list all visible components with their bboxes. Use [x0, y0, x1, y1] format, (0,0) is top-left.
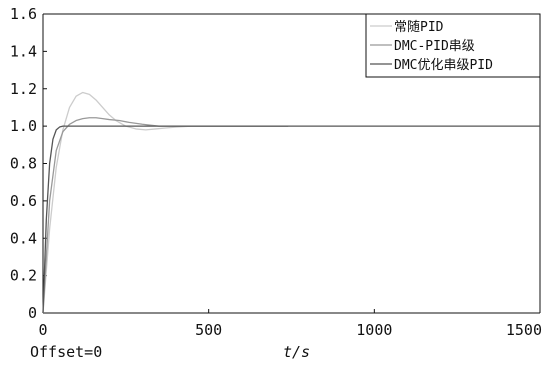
x-tick-label: 500 — [195, 321, 222, 339]
legend-label: 常随PID — [394, 20, 444, 35]
y-tick-label: 0 — [28, 304, 37, 322]
legend-entries: 常随PID DMC-PID串级 DMC优化串级PID — [370, 20, 493, 73]
series-line-2 — [42, 117, 289, 314]
y-tick-label: 1.2 — [10, 80, 37, 98]
y-tick-label: 0.2 — [10, 267, 37, 285]
x-axis-label: t/s — [283, 343, 310, 360]
y-tick-label: 1.4 — [10, 42, 37, 60]
series-lines — [42, 91, 540, 314]
y-tick-label: 0.6 — [10, 192, 37, 210]
ticks: 0 500 1000 1500 0 0.2 0.4 0.6 0.8 1.0 1.2 1.4 1.6 — [10, 5, 542, 339]
x-tick-label: 1500 — [506, 321, 542, 339]
offset-annotation: Offset=0 — [30, 343, 102, 360]
y-tick-label: 1.6 — [10, 5, 37, 23]
series-line-3 — [42, 125, 540, 314]
legend-label: DMC优化串级PID — [394, 58, 493, 73]
legend — [365, 13, 541, 78]
y-tick-label: 0.8 — [10, 155, 37, 173]
x-tick-label: 0 — [38, 321, 47, 339]
x-tick-label: 1000 — [356, 321, 392, 339]
y-tick-label: 0.4 — [10, 229, 37, 247]
legend-label: DMC-PID串级 — [394, 39, 475, 54]
y-tick-label: 1.0 — [10, 117, 37, 135]
